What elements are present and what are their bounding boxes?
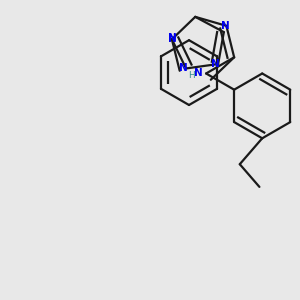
Text: N: N (167, 33, 176, 43)
Text: N: N (220, 21, 229, 31)
Text: N: N (211, 59, 220, 69)
Text: N: N (167, 34, 176, 44)
Text: N: N (194, 68, 203, 79)
Text: H: H (188, 71, 194, 80)
Text: N: N (179, 64, 188, 74)
